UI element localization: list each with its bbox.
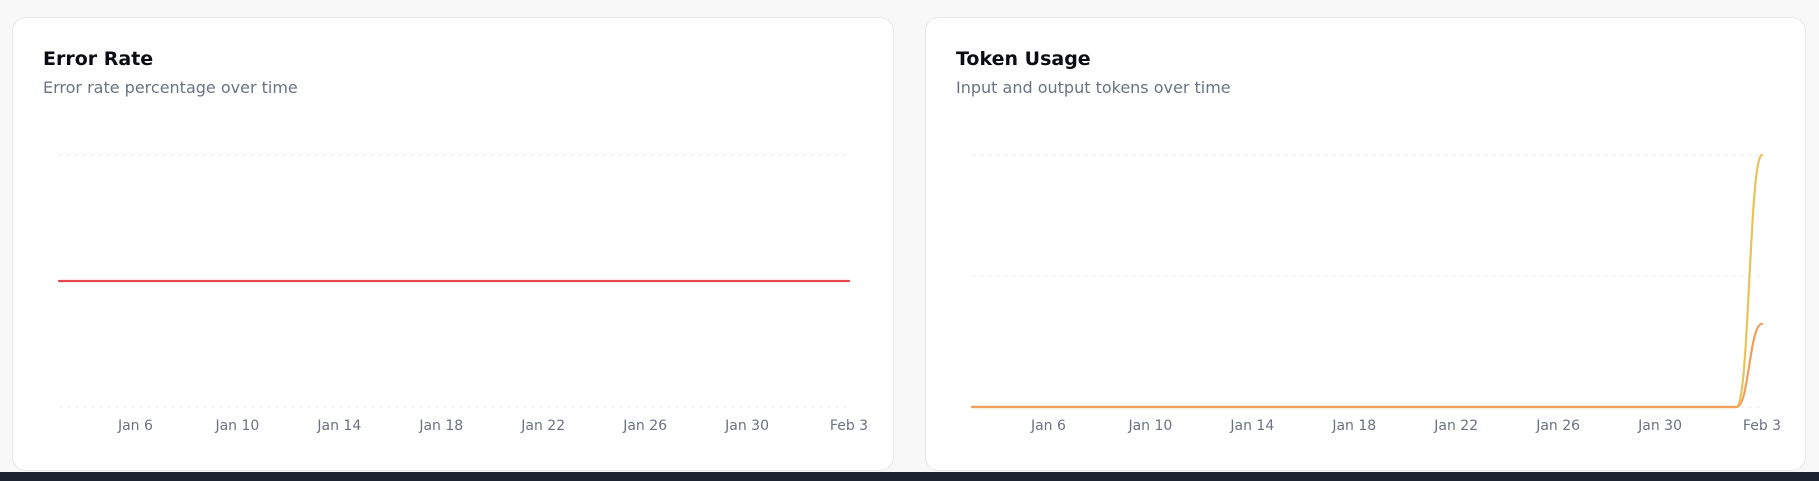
x-tick-label: Jan 14 bbox=[316, 418, 361, 434]
token-usage-chart: Jan 6 Jan 10 Jan 14 Jan 18 Jan 22 Jan 26 Jan 3… bbox=[970, 153, 1781, 434]
x-tick-label: Jan 10 bbox=[1127, 418, 1172, 434]
error-rate-title: Error Rate bbox=[43, 48, 154, 70]
series-line bbox=[970, 153, 1764, 409]
token-usage-title: Token Usage bbox=[956, 48, 1091, 70]
x-tick-label: Jan 18 bbox=[418, 418, 463, 434]
error-rate-subtitle: Error rate percentage over time bbox=[43, 78, 298, 97]
x-tick-label: Jan 10 bbox=[214, 418, 259, 434]
x-tick-label: Jan 30 bbox=[1637, 418, 1682, 434]
x-tick-label: Jan 26 bbox=[622, 418, 667, 434]
series-line bbox=[970, 322, 1764, 409]
x-tick-label: Jan 22 bbox=[520, 418, 565, 434]
error-rate-card: Error Rate Error rate percentage over ti… bbox=[12, 17, 894, 471]
x-tick-label: Jan 30 bbox=[724, 418, 769, 434]
token-usage-subtitle: Input and output tokens over time bbox=[956, 78, 1231, 97]
x-tick-label: Jan 22 bbox=[1433, 418, 1478, 434]
x-tick-label: Jan 6 bbox=[1030, 418, 1066, 434]
x-tick-label: Jan 18 bbox=[1331, 418, 1376, 434]
x-tick-label: Jan 26 bbox=[1535, 418, 1580, 434]
x-tick-label: Jan 14 bbox=[1229, 418, 1274, 434]
x-tick-label: Jan 6 bbox=[117, 418, 153, 434]
token-usage-card: Token Usage Input and output tokens over… bbox=[925, 17, 1806, 471]
x-tick-label: Feb 3 bbox=[830, 418, 868, 434]
bottom-taskbar bbox=[0, 472, 1819, 481]
error-rate-chart: Jan 6 Jan 10 Jan 14 Jan 18 Jan 22 Jan 26 Jan 3… bbox=[57, 154, 868, 434]
x-tick-label: Feb 3 bbox=[1743, 418, 1781, 434]
